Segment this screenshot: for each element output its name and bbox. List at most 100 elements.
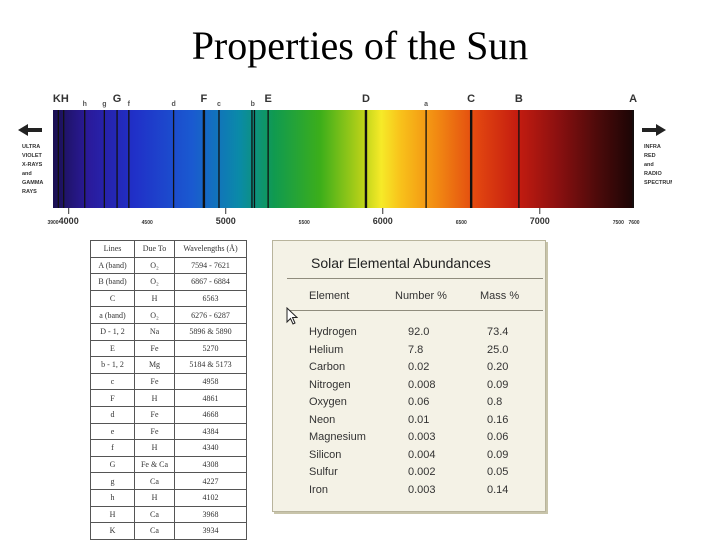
due-to-cell: Na [134, 322, 175, 341]
line-name-cell: D - 1, 2 [90, 322, 135, 341]
line-name-cell: G [90, 455, 135, 474]
list-item: Silicon 0.004 0.09 [273, 449, 545, 467]
element-cell: Magnesium [309, 431, 366, 443]
due-to-cell: H [134, 389, 175, 407]
line-name-cell: h [90, 488, 135, 507]
spectrum-side-label: X-RAYS [22, 162, 43, 168]
table-row: A (band) O₂ 7594 - 7621 [90, 256, 247, 275]
table-row: c Fe 4958 [90, 372, 247, 391]
mass-cell: 0.14 [487, 483, 509, 496]
line-label: E [264, 93, 271, 105]
table-row: K Ca 3934 [90, 522, 247, 540]
line-label: B [515, 93, 523, 105]
wavelength-cell: 5184 & 5173 [174, 356, 247, 374]
due-to-cell: Mg [134, 356, 175, 374]
title-divider [287, 278, 543, 279]
due-to-cell: O₂ [134, 256, 175, 275]
list-item: Magnesium 0.003 0.06 [273, 431, 545, 449]
wavelength-cell: 5896 & 5890 [174, 322, 247, 341]
number-cell: 0.06 [408, 396, 430, 408]
spectrum-side-label: RADIO [644, 171, 662, 177]
due-to-cell: Ca [134, 505, 175, 524]
line-name-cell: E [90, 339, 135, 358]
number-cell: 7.8 [408, 343, 424, 356]
line-label: KH [53, 93, 69, 105]
table-row: C H 6563 [90, 289, 247, 308]
line-name-cell: e [90, 422, 135, 441]
wavelength-cell: 6867 - 6884 [174, 273, 247, 291]
spectrum-side-label: ULTRA [22, 144, 40, 150]
col-header-lines: Lines [90, 240, 135, 258]
abundances-panel: Solar Elemental Abundances Element Numbe… [272, 240, 546, 512]
element-cell: Oxygen [309, 396, 347, 408]
list-item: Nitrogen 0.008 0.09 [273, 379, 545, 397]
right-arrow [642, 124, 666, 136]
spectrum-side-label: VIOLET [22, 153, 43, 159]
table-row: d Fe 4668 [90, 405, 247, 424]
wavelength-scale-label: 3900 [47, 220, 58, 226]
line-label: C [467, 93, 475, 105]
wavelength-cell: 4102 [174, 488, 247, 507]
element-cell: Helium [309, 343, 344, 356]
table-row: b - 1, 2 Mg 5184 & 5173 [90, 356, 247, 374]
due-to-cell: Fe [134, 422, 175, 441]
mass-cell: 0.16 [487, 413, 509, 426]
col-header-due-to: Due To [134, 240, 175, 258]
spectrum-band [53, 110, 634, 208]
abundances-title: Solar Elemental Abundances [311, 255, 491, 271]
number-cell: 0.003 [408, 431, 436, 443]
due-to-cell: H [134, 488, 175, 507]
wavelength-cell: 6276 - 6287 [174, 306, 247, 324]
wavelength-cell: 4227 [174, 472, 247, 490]
line-label: G [113, 93, 122, 105]
spectrum-side-label: and [22, 171, 32, 177]
line-name-cell: f [90, 439, 135, 457]
due-to-cell: Fe [134, 339, 175, 358]
wavelength-cell: 3934 [174, 522, 247, 540]
line-name-cell: K [90, 522, 135, 540]
fraunhofer-lines-table: Lines Due To Wavelengths (Å) A (band) O₂ 7… [90, 240, 247, 540]
due-to-cell: H [134, 289, 175, 308]
mass-cell: 25.0 [487, 343, 509, 356]
spectrum-side-label: RAYS [22, 189, 37, 195]
header-number: Number % [395, 290, 447, 302]
wavelength-scale-label: 6000 [373, 216, 393, 226]
wavelength-cell: 3968 [174, 505, 247, 524]
number-cell: 0.004 [408, 448, 436, 461]
element-cell: Carbon [309, 361, 346, 373]
wavelength-scale-label: 4500 [142, 220, 153, 226]
wavelength-cell: 4958 [174, 372, 247, 391]
wavelength-scale-label: 7500 [613, 220, 624, 226]
table-row: F H 4861 [90, 389, 247, 407]
line-label: f [128, 101, 131, 108]
due-to-cell: O₂ [134, 306, 175, 324]
lines-table-header: Lines Due To Wavelengths (Å) [90, 240, 247, 258]
list-item: Neon 0.01 0.16 [273, 414, 545, 432]
element-cell: Nitrogen [309, 378, 351, 391]
spectrum-side-label: RED [644, 153, 656, 159]
wavelength-cell: 4668 [174, 405, 247, 424]
header-mass: Mass % [480, 290, 520, 302]
line-label: h [83, 101, 87, 108]
wavelength-cell: 5270 [174, 339, 247, 358]
number-cell: 92.0 [408, 326, 430, 338]
table-row: E Fe 5270 [90, 339, 247, 358]
number-cell: 0.008 [408, 378, 436, 391]
line-label: g [102, 101, 106, 108]
line-name-cell: F [90, 389, 135, 407]
line-label: D [362, 93, 370, 105]
wavelength-cell: 4384 [174, 422, 247, 441]
spectrum-side-label: GAMMA [22, 180, 43, 186]
wavelength-scale-label: 7600 [628, 220, 639, 226]
element-cell: Neon [309, 413, 336, 426]
mouse-pointer-icon [286, 306, 299, 330]
line-name-cell: H [90, 505, 135, 524]
line-name-cell: c [90, 372, 135, 391]
element-cell: Silicon [309, 448, 342, 461]
line-name-cell: a (band) [90, 306, 135, 324]
list-item: Carbon 0.02 0.20 [273, 361, 545, 379]
table-row: a (band) O₂ 6276 - 6287 [90, 306, 247, 324]
line-label: b [251, 101, 255, 108]
